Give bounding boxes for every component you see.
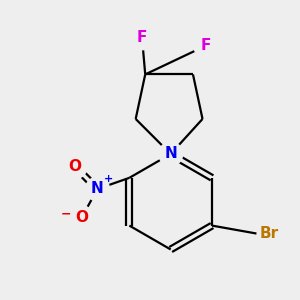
Circle shape	[85, 177, 109, 201]
Text: F: F	[200, 38, 211, 53]
Circle shape	[63, 155, 87, 178]
Circle shape	[70, 206, 94, 230]
Text: O: O	[69, 159, 82, 174]
Text: F: F	[137, 30, 147, 45]
Text: −: −	[60, 208, 71, 221]
Text: Br: Br	[260, 226, 279, 241]
Text: N: N	[164, 146, 177, 161]
Text: +: +	[104, 174, 113, 184]
Circle shape	[194, 34, 218, 58]
Circle shape	[130, 26, 154, 50]
Circle shape	[257, 222, 281, 245]
Circle shape	[159, 142, 183, 166]
Text: N: N	[91, 182, 104, 196]
Text: O: O	[75, 210, 88, 225]
